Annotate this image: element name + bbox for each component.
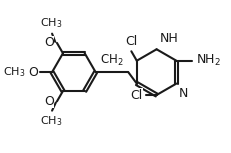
Text: O: O xyxy=(44,95,53,108)
Text: O: O xyxy=(44,36,53,49)
Text: CH$_3$: CH$_3$ xyxy=(40,17,62,30)
Text: N: N xyxy=(178,87,187,100)
Text: NH$_2$: NH$_2$ xyxy=(195,53,220,68)
Text: Cl: Cl xyxy=(125,35,137,48)
Text: CH$_3$: CH$_3$ xyxy=(40,114,62,128)
Text: O: O xyxy=(28,66,38,79)
Text: Cl: Cl xyxy=(130,88,142,101)
Text: CH$_2$: CH$_2$ xyxy=(100,53,123,68)
Text: CH$_3$: CH$_3$ xyxy=(3,65,25,79)
Text: NH: NH xyxy=(159,32,178,45)
